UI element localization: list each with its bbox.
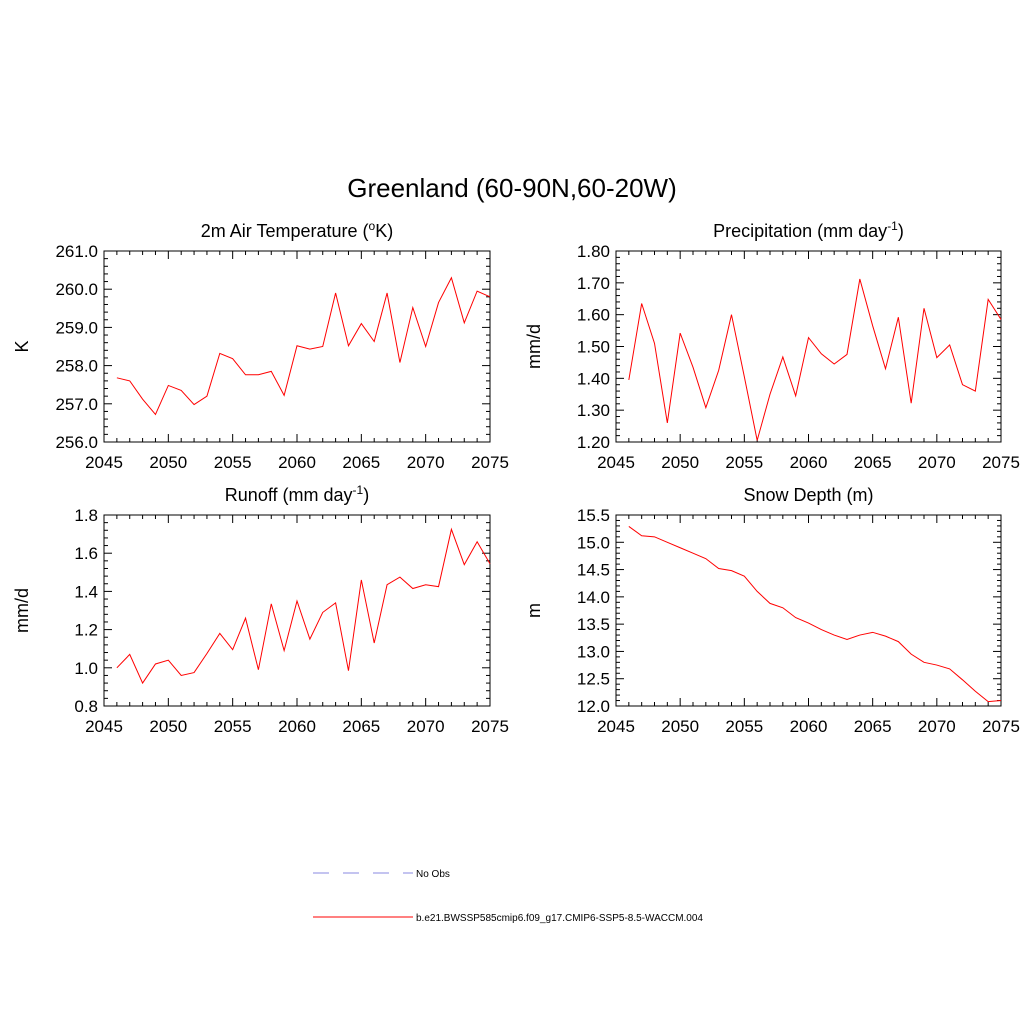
y-tick-label: 1.70 — [577, 274, 610, 293]
panel-title-superscript: -1 — [887, 219, 898, 233]
x-tick-label: 2070 — [918, 453, 956, 472]
y-tick-label: 12.5 — [577, 670, 610, 689]
chart-panel-4: 2045 2050 2055 2060 2065 2070 2075 12.0 12.5 13.0… — [524, 485, 1020, 736]
x-tick-label: 2065 — [342, 717, 380, 736]
y-axis-label: K — [12, 340, 32, 352]
panel-title: Precipitation (mm day-1) — [713, 219, 904, 241]
x-tick-label: 2065 — [342, 453, 380, 472]
y-tick-label: 258.0 — [55, 357, 98, 376]
x-tick-label: 2070 — [407, 453, 445, 472]
y-tick-label: 1.50 — [577, 338, 610, 357]
panel-title-text: Snow Depth (m) — [743, 485, 873, 505]
y-tick-label: 1.2 — [74, 621, 98, 640]
y-tick-label: 12.0 — [577, 697, 610, 716]
panel-title: 2m Air Temperature (oK) — [201, 219, 393, 241]
figure-title: Greenland (60-90N,60-20W) — [347, 173, 677, 203]
x-tick-label: 2045 — [597, 453, 635, 472]
panel-title-text-end: ) — [898, 221, 904, 241]
y-tick-label: 1.60 — [577, 306, 610, 325]
y-tick-label: 15.0 — [577, 533, 610, 552]
y-tick-label: 13.0 — [577, 642, 610, 661]
x-tick-label: 2065 — [854, 453, 892, 472]
y-axis-label: mm/d — [524, 324, 544, 369]
y-tick-label: 256.0 — [55, 433, 98, 452]
y-tick-label: 1.30 — [577, 401, 610, 420]
y-tick-label: 261.0 — [55, 242, 98, 261]
y-tick-label: 14.0 — [577, 588, 610, 607]
x-tick-label: 2045 — [85, 453, 123, 472]
panels-group: 2045 2050 2055 2060 2065 2070 2075 256.0 257.0 25… — [12, 219, 1020, 736]
y-tick-label: 13.5 — [577, 615, 610, 634]
x-tick-label: 2075 — [982, 453, 1020, 472]
x-tick-label: 2070 — [918, 717, 956, 736]
legend-obs-label: No Obs — [416, 869, 450, 880]
y-tick-label: 1.80 — [577, 242, 610, 261]
panel-title: Snow Depth (m) — [743, 485, 873, 505]
x-tick-label: 2055 — [725, 453, 763, 472]
x-tick-label: 2055 — [214, 717, 252, 736]
y-tick-label: 15.5 — [577, 506, 610, 525]
legend: No Obs b.e21.BWSSP585cmip6.f09_g17.CMIP6… — [313, 869, 703, 924]
y-tick-label: 259.0 — [55, 318, 98, 337]
plot-frame — [615, 250, 1002, 443]
chart-panel-1: 2045 2050 2055 2060 2065 2070 2075 256.0 257.0 25… — [12, 219, 509, 472]
y-tick-label: 260.0 — [55, 280, 98, 299]
y-tick-label: 1.0 — [74, 659, 98, 678]
panel-title-text: Precipitation (mm day — [713, 221, 887, 241]
y-tick-label: 1.20 — [577, 433, 610, 452]
series-line — [116, 527, 491, 685]
chart-panel-2: 2045 2050 2055 2060 2065 2070 2075 1.20 1.30 1.40… — [524, 219, 1020, 472]
x-tick-label: 2060 — [790, 453, 828, 472]
x-tick-label: 2075 — [471, 453, 509, 472]
x-tick-label: 2055 — [725, 717, 763, 736]
y-tick-label: 1.4 — [74, 582, 98, 601]
panel-title-text-tail: K) — [375, 221, 393, 241]
panel-title-text-end: ) — [363, 485, 369, 505]
x-tick-label: 2060 — [278, 453, 316, 472]
x-tick-label: 2050 — [661, 453, 699, 472]
panel-title-text: 2m Air Temperature ( — [201, 221, 369, 241]
x-tick-label: 2060 — [790, 717, 828, 736]
x-tick-label: 2050 — [661, 717, 699, 736]
series-line — [628, 526, 1002, 703]
legend-model-label: b.e21.BWSSP585cmip6.f09_g17.CMIP6-SSP5-8… — [416, 913, 703, 924]
x-tick-label: 2050 — [149, 453, 187, 472]
x-tick-label: 2050 — [149, 717, 187, 736]
x-tick-label: 2075 — [471, 717, 509, 736]
chart-panel-3: 2045 2050 2055 2060 2065 2070 2075 0.8 1.0 1.2 1.4… — [12, 483, 509, 736]
x-tick-label: 2075 — [982, 717, 1020, 736]
series-line — [116, 276, 491, 416]
y-tick-label: 14.5 — [577, 561, 610, 580]
panel-title-superscript: o — [369, 219, 376, 233]
plot-frame — [615, 514, 1002, 707]
y-tick-label: 1.8 — [74, 506, 98, 525]
panel-title: Runoff (mm day-1) — [225, 483, 369, 505]
y-axis-label: mm/d — [12, 588, 32, 633]
y-tick-label: 1.6 — [74, 544, 98, 563]
plot-frame — [103, 514, 491, 707]
y-axis-label: m — [524, 603, 544, 618]
series-line — [628, 278, 1002, 441]
panel-title-superscript: -1 — [353, 483, 364, 497]
x-tick-label: 2065 — [854, 717, 892, 736]
x-tick-label: 2070 — [407, 717, 445, 736]
y-tick-label: 0.8 — [74, 697, 98, 716]
x-tick-label: 2045 — [85, 717, 123, 736]
x-tick-label: 2060 — [278, 717, 316, 736]
y-tick-label: 1.40 — [577, 369, 610, 388]
x-tick-label: 2045 — [597, 717, 635, 736]
y-tick-label: 257.0 — [55, 395, 98, 414]
panel-title-text: Runoff (mm day — [225, 485, 353, 505]
x-tick-label: 2055 — [214, 453, 252, 472]
